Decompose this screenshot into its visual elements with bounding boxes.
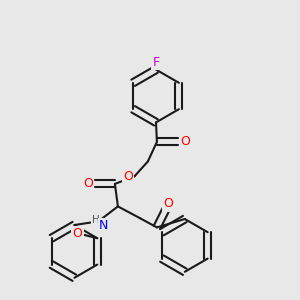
Text: O: O bbox=[83, 177, 93, 190]
Text: O: O bbox=[123, 170, 133, 183]
Text: O: O bbox=[164, 197, 173, 211]
Text: F: F bbox=[152, 56, 160, 69]
Text: O: O bbox=[181, 135, 190, 148]
Text: O: O bbox=[73, 227, 82, 240]
Text: N: N bbox=[99, 219, 109, 232]
Text: H: H bbox=[92, 215, 100, 225]
